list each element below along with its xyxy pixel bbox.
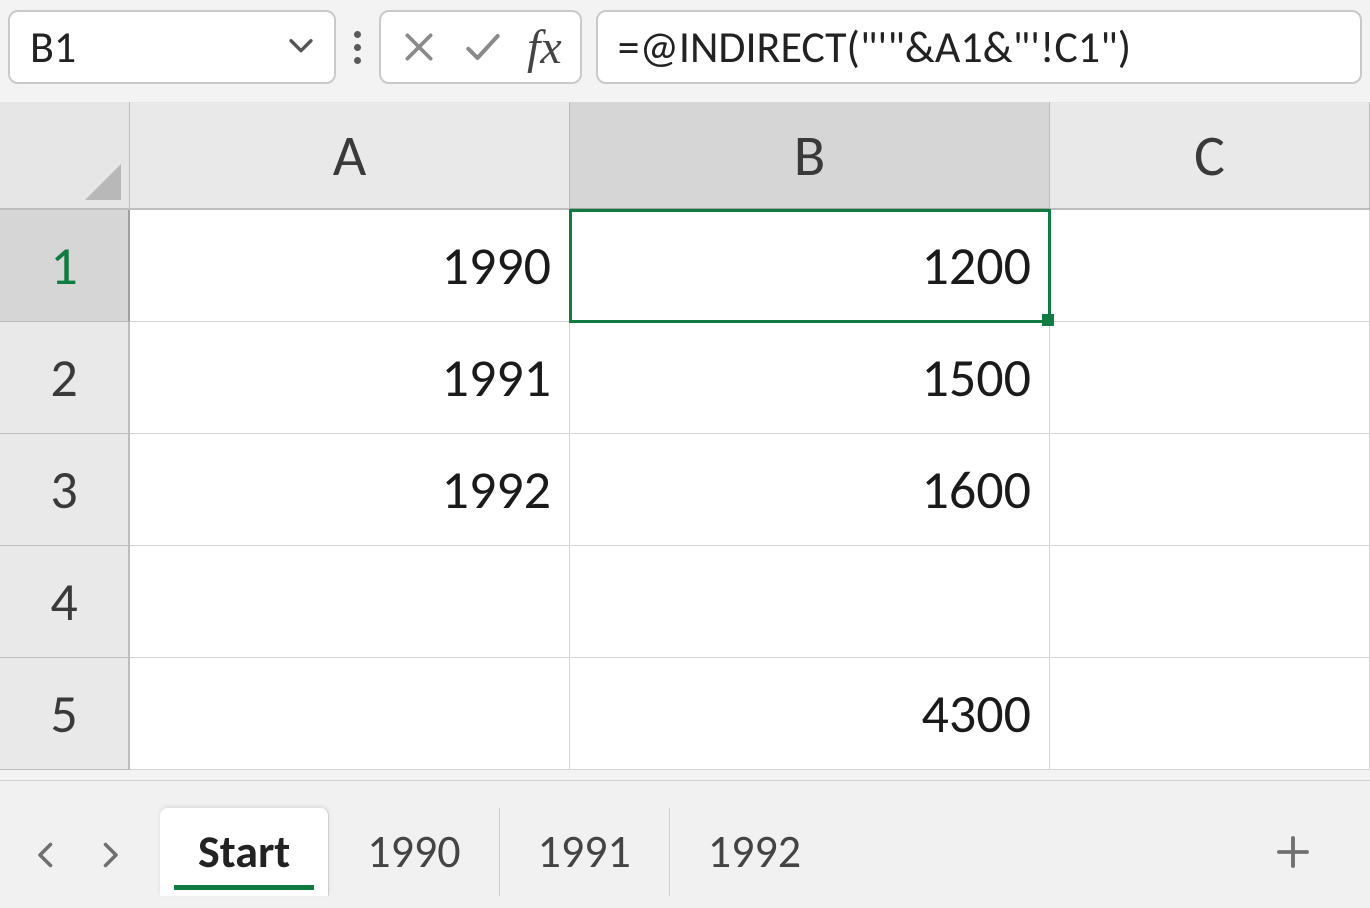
cell-b3[interactable]: 1600 xyxy=(570,434,1050,546)
sheet-tab-1990[interactable]: 1990 xyxy=(329,808,499,896)
row-header[interactable]: 1 xyxy=(0,210,130,322)
column-header-c[interactable]: C xyxy=(1050,102,1370,210)
cell-c1[interactable] xyxy=(1050,210,1370,322)
sheet-tabs: Start 1990 1991 1992 xyxy=(160,781,839,896)
row-header[interactable]: 2 xyxy=(0,322,130,434)
grid-row: 2 1991 1500 xyxy=(0,322,1370,434)
grid-row: 4 xyxy=(0,546,1370,658)
name-box-value: B1 xyxy=(30,20,284,74)
cell-c3[interactable] xyxy=(1050,434,1370,546)
formula-bar-menu-icon[interactable] xyxy=(350,31,365,64)
cell-a3[interactable]: 1992 xyxy=(130,434,570,546)
tab-next-icon[interactable] xyxy=(92,837,128,878)
column-headers: A B C xyxy=(0,102,1370,210)
cell-a5[interactable] xyxy=(130,658,570,770)
cell-a4[interactable] xyxy=(130,546,570,658)
cell-c4[interactable] xyxy=(1050,546,1370,658)
add-sheet-button[interactable] xyxy=(1272,831,1354,896)
name-box[interactable]: B1 xyxy=(8,10,336,84)
grid-row: 5 4300 xyxy=(0,658,1370,770)
sheet-tab-start[interactable]: Start xyxy=(160,808,329,896)
cancel-formula-icon[interactable] xyxy=(399,27,439,67)
select-all-corner[interactable] xyxy=(0,102,130,210)
tab-nav xyxy=(16,837,160,896)
grid-row: 3 1992 1600 xyxy=(0,434,1370,546)
formula-controls: fx xyxy=(379,10,582,84)
row-header[interactable]: 5 xyxy=(0,658,130,770)
chevron-down-icon[interactable] xyxy=(284,20,318,74)
cell-c5[interactable] xyxy=(1050,658,1370,770)
formula-bar: B1 fx =@INDIRECT("'"&A1&"'!C1") xyxy=(0,0,1370,102)
sheet-tabs-bar: Start 1990 1991 1992 xyxy=(0,780,1370,908)
row-header[interactable]: 3 xyxy=(0,434,130,546)
sheet-tab-1991[interactable]: 1991 xyxy=(500,808,670,896)
cell-a2[interactable]: 1991 xyxy=(130,322,570,434)
cell-c2[interactable] xyxy=(1050,322,1370,434)
formula-text: =@INDIRECT("'"&A1&"'!C1") xyxy=(618,20,1131,74)
tab-prev-icon[interactable] xyxy=(28,837,64,878)
cell-b5[interactable]: 4300 xyxy=(570,658,1050,770)
column-header-a[interactable]: A xyxy=(130,102,570,210)
row-header[interactable]: 4 xyxy=(0,546,130,658)
accept-formula-icon[interactable] xyxy=(461,25,505,69)
cell-b2[interactable]: 1500 xyxy=(570,322,1050,434)
cell-b4[interactable] xyxy=(570,546,1050,658)
fx-icon[interactable]: fx xyxy=(527,20,562,75)
sheet-tab-1992[interactable]: 1992 xyxy=(670,808,839,896)
cell-b1[interactable]: 1200 xyxy=(570,210,1050,322)
column-header-b[interactable]: B xyxy=(570,102,1050,210)
grid-row: 1 1990 1200 xyxy=(0,210,1370,322)
formula-input[interactable]: =@INDIRECT("'"&A1&"'!C1") xyxy=(596,10,1362,84)
cell-a1[interactable]: 1990 xyxy=(130,210,570,322)
